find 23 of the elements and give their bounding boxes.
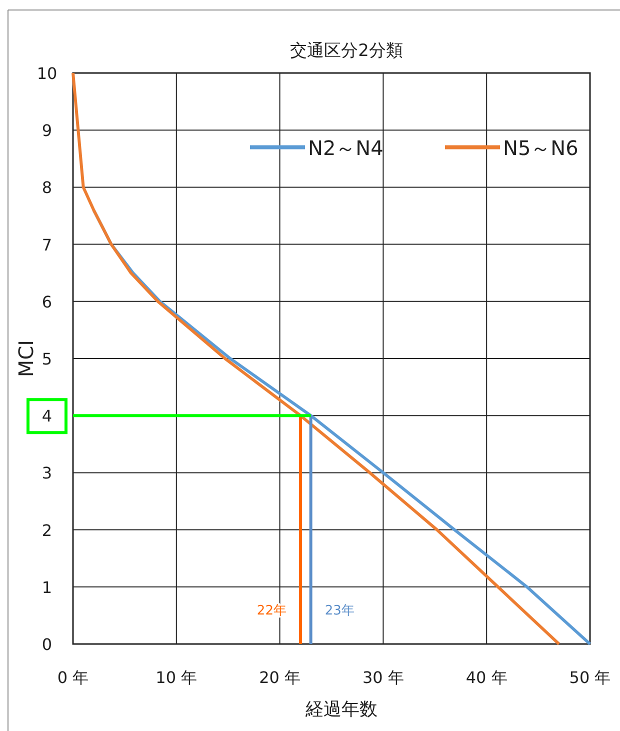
y-tick-label: 9 [42,121,52,140]
x-tick-label: 0 年 [57,668,89,687]
y-tick-label: 10 [36,64,58,83]
x-tick-label: 50 年 [569,668,611,687]
y-tick-label: 8 [42,178,52,198]
y-axis-title: MCI [14,340,38,378]
y-tick-label: 6 [42,292,52,312]
y-tick-label: 3 [42,464,52,483]
y-tick-label: 4 [42,406,52,426]
legend-label: N2～N4 [308,136,384,160]
chart-title: 交通区分2分類 [290,41,403,61]
y-tick-label: 5 [42,350,52,368]
legend-label: N5～N6 [503,136,578,160]
x-tick-label: 20 年 [259,668,301,687]
y-tick-label: 7 [42,235,52,254]
y-tick-label: 1 [42,578,52,597]
x-tick-label: 30 年 [362,668,404,687]
annotation: 23年 [324,604,354,619]
x-tick-label: 10 年 [156,668,198,687]
x-tick-label: 40 年 [466,668,508,687]
x-axis-title: 経過年数 [304,699,378,720]
y-tick-label: 2 [42,520,52,540]
y-tick-label: 0 [42,635,52,654]
